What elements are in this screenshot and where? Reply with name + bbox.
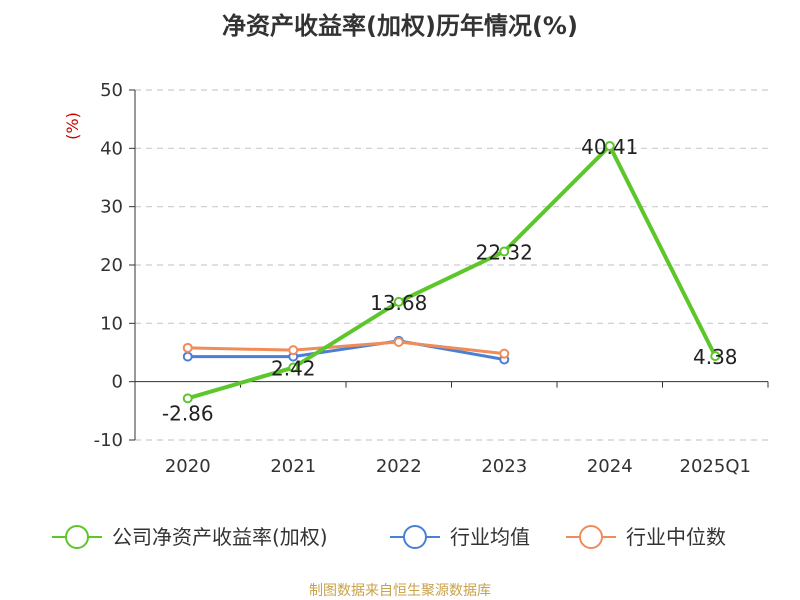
series-point — [499, 246, 510, 257]
legend-marker — [579, 525, 603, 549]
y-tick-label: 10 — [100, 313, 123, 334]
series-point — [182, 342, 193, 353]
data-labels: -2.86 2.42 13.68 22.32 40.41 4.38 — [162, 135, 738, 425]
y-tick-label: 30 — [100, 197, 123, 218]
y-unit-label: (%) — [63, 112, 82, 140]
y-tick-label: 40 — [100, 138, 123, 159]
series-point — [393, 296, 404, 307]
series-point — [710, 351, 721, 362]
legend-marker — [65, 525, 89, 549]
legend-item[interactable]: 公司净资产收益率(加权) — [52, 525, 328, 549]
data-label: -2.86 — [162, 401, 214, 425]
x-tick-label: 2023 — [481, 456, 527, 477]
series-point — [182, 351, 193, 362]
axes: -10 0 10 20 30 40 50 2020 2021 2022 2023 2024 2025Q1… — [63, 80, 769, 477]
series-point — [604, 140, 615, 151]
legend-marker — [403, 525, 427, 549]
data-label: 4.38 — [693, 345, 738, 369]
data-label: 13.68 — [370, 291, 427, 315]
series-point — [499, 348, 510, 359]
x-tick-label: 2024 — [587, 456, 633, 477]
x-tick-label: 2022 — [376, 456, 422, 477]
y-tick-label: 0 — [112, 372, 123, 393]
series-point — [288, 362, 299, 373]
x-tick-label: 2025Q1 — [680, 456, 751, 477]
series-lines — [182, 140, 721, 404]
y-tick-label: -10 — [94, 430, 123, 451]
series-line — [187, 339, 505, 361]
chart-title: 净资产收益率(加权)历年情况(%) — [222, 12, 578, 40]
series-point — [288, 345, 299, 356]
legend-item[interactable]: 行业均值 — [390, 525, 530, 549]
y-tick-label: 50 — [100, 80, 123, 101]
data-label: 22.32 — [476, 240, 533, 264]
y-tick-label: 20 — [100, 255, 123, 276]
legend-label: 行业均值 — [450, 525, 530, 549]
legend[interactable]: 公司净资产收益率(加权) 行业均值 行业中位数 — [52, 525, 726, 549]
footer-source: 制图数据来自恒生聚源数据库 — [309, 583, 491, 599]
x-tick-label: 2021 — [270, 456, 316, 477]
data-label: 40.41 — [581, 135, 638, 159]
data-label: 2.42 — [271, 357, 316, 381]
legend-label: 公司净资产收益率(加权) — [112, 525, 328, 549]
series-line — [187, 143, 718, 401]
legend-item[interactable]: 行业中位数 — [566, 525, 726, 549]
series-point — [393, 337, 404, 347]
x-tick-label: 2020 — [165, 456, 211, 477]
series-line — [187, 340, 505, 356]
series-point — [182, 393, 193, 404]
legend-label: 行业中位数 — [626, 525, 726, 549]
